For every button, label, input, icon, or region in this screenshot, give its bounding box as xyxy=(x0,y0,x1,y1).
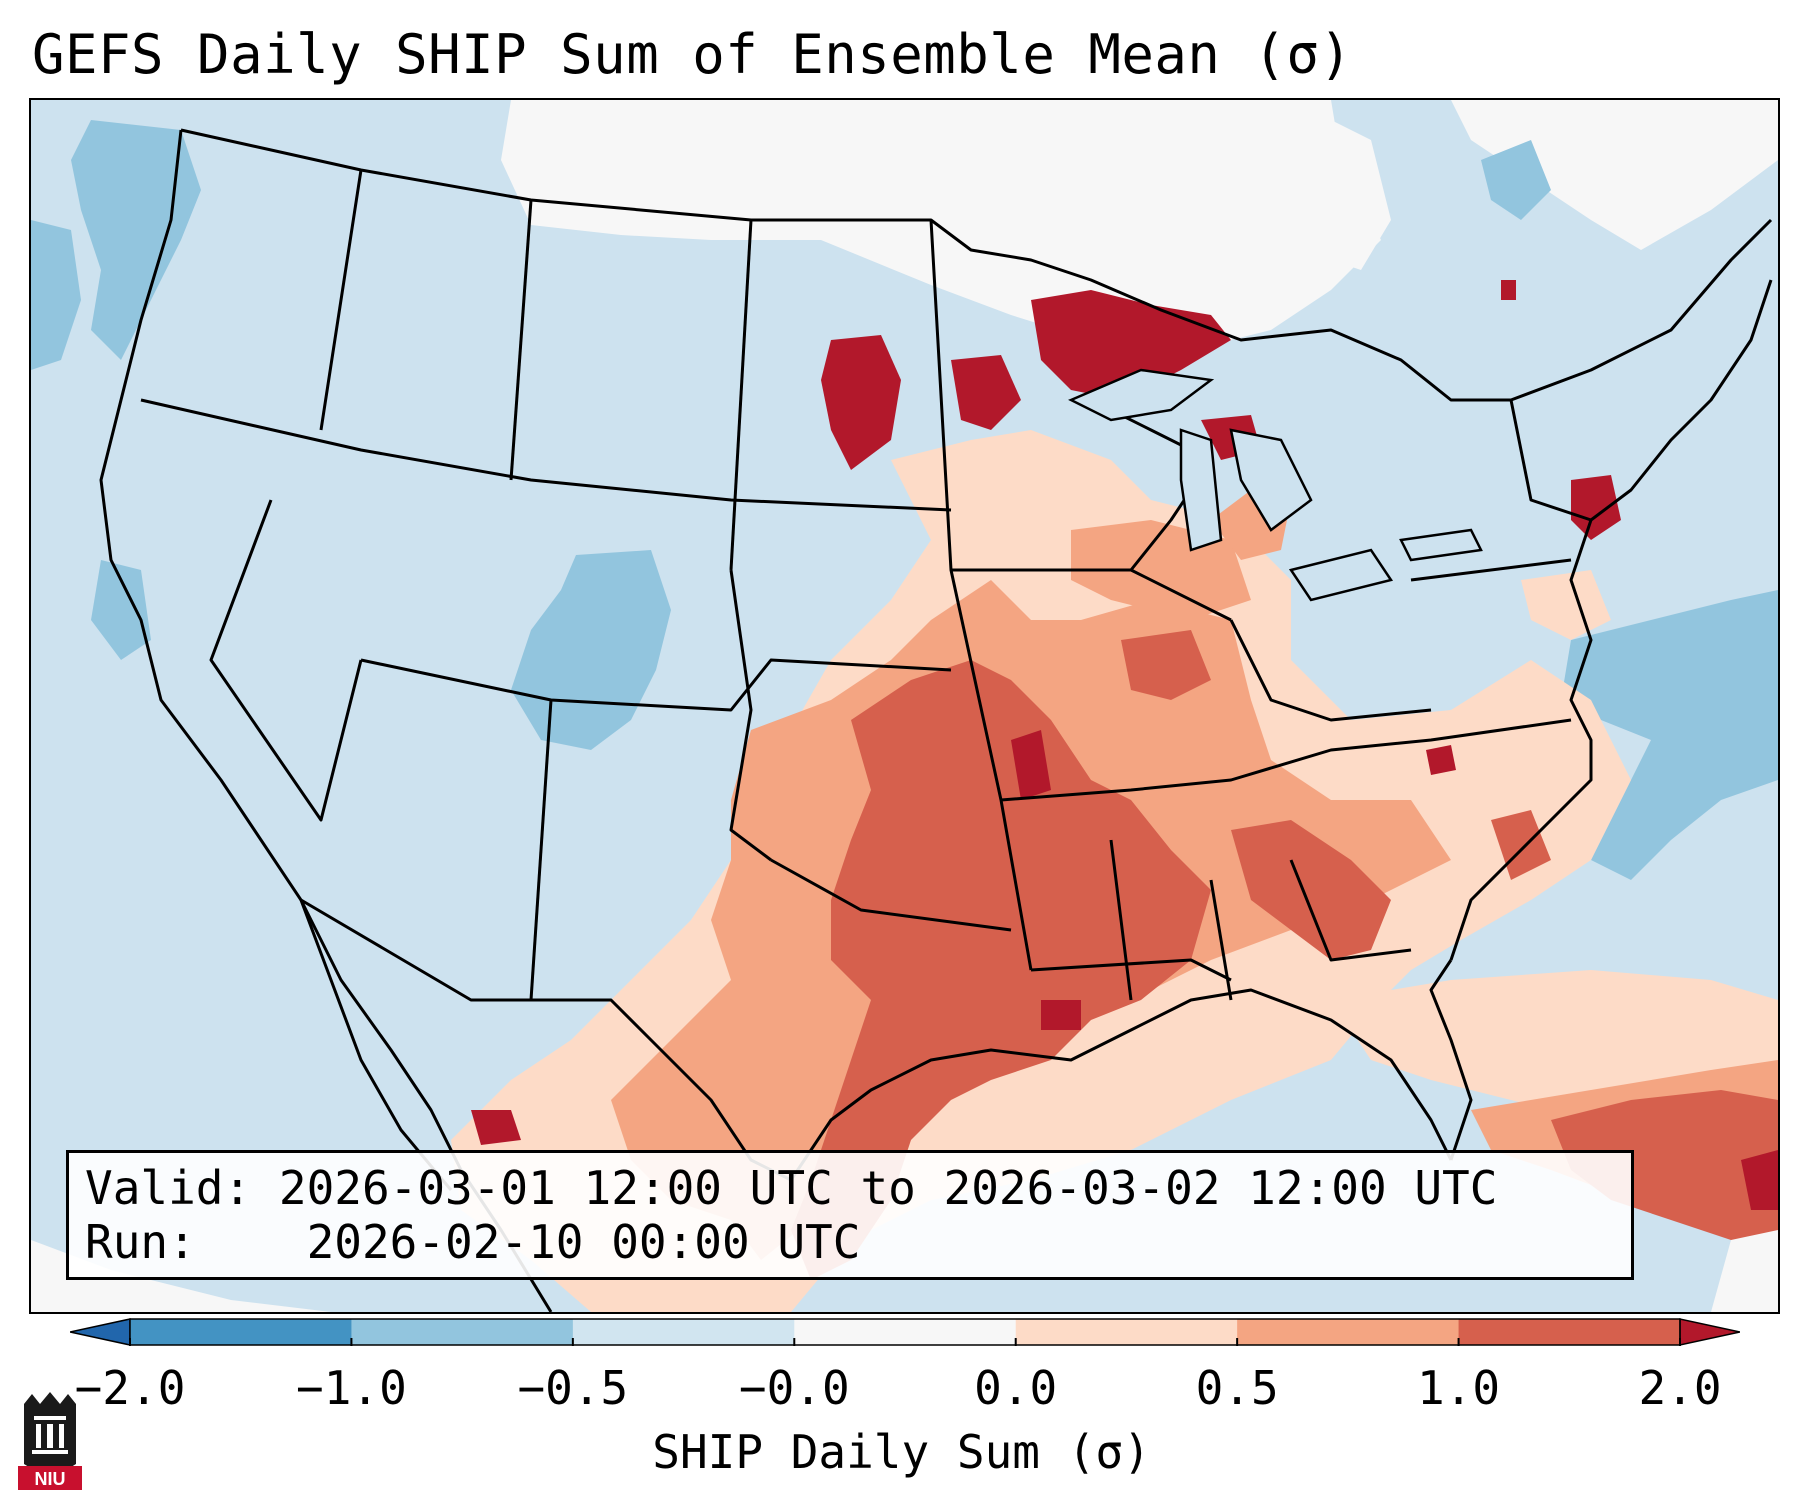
map-title: GEFS Daily SHIP Sum of Ensemble Mean (σ) xyxy=(32,23,1353,86)
logo-text: NIU xyxy=(35,1469,66,1489)
colorbar-tick-label: −1.0 xyxy=(296,1361,407,1415)
run-line: Run: 2026-02-10 00:00 UTC xyxy=(85,1215,1615,1269)
political-boundaries xyxy=(99,128,1773,1312)
colorbar-extension-high xyxy=(1679,1318,1740,1346)
colorbar-segment xyxy=(572,1319,795,1345)
valid-value: 2026-03-01 12:00 UTC to 2026-03-02 12:00… xyxy=(278,1161,1498,1215)
colorbar-segment xyxy=(1015,1319,1238,1345)
map-panel xyxy=(29,98,1780,1314)
colorbar-tick-label: 0.0 xyxy=(974,1361,1058,1415)
neutral-anomaly-areas xyxy=(31,100,1778,1312)
great-lakes xyxy=(1068,368,1483,602)
anomaly-map xyxy=(31,100,1778,1312)
colorbar-tick-label: 2.0 xyxy=(1638,1361,1722,1415)
colorbar-segment xyxy=(794,1319,1017,1345)
run-value: 2026-02-10 00:00 UTC xyxy=(306,1215,861,1269)
colorbar-tick-label: −0.5 xyxy=(517,1361,629,1415)
colorbar xyxy=(70,1318,1740,1346)
colorbar-tick-label: 1.0 xyxy=(1417,1361,1501,1415)
colorbar-segment xyxy=(351,1319,574,1345)
colorbar-segment xyxy=(1458,1319,1681,1345)
colorbar-tick-label: 0.5 xyxy=(1195,1361,1279,1415)
run-label: Run: xyxy=(85,1215,196,1269)
colorbar-extension-low xyxy=(70,1318,131,1346)
colorbar-segment xyxy=(130,1319,352,1345)
colorbar-outline xyxy=(129,1318,1681,1346)
colorbar-label: SHIP Daily Sum (σ) xyxy=(652,1425,1151,1479)
colorbar-tick-label: −0.0 xyxy=(738,1361,850,1415)
valid-label: Valid: xyxy=(85,1161,252,1215)
anomaly-1-to-2 xyxy=(791,630,1778,1280)
colorbar-tick-label: −2.0 xyxy=(74,1361,186,1415)
valid-line: Valid: 2026-03-01 12:00 UTC to 2026-03-0… xyxy=(85,1161,1615,1215)
niu-logo-icon: NIU xyxy=(18,1392,82,1490)
valid-time-box: Valid: 2026-03-01 12:00 UTC to 2026-03-0… xyxy=(66,1150,1634,1280)
colorbar-segment xyxy=(1237,1319,1460,1345)
